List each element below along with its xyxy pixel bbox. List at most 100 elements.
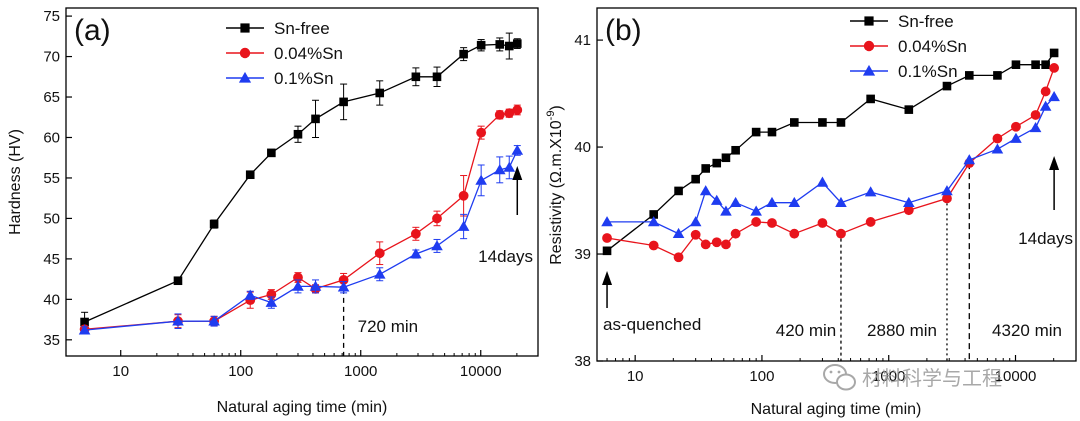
data-point — [751, 217, 762, 227]
legend-entry: 0.1%Sn — [850, 62, 958, 81]
data-point — [431, 240, 443, 251]
panel-b-legend: Sn-free 0.04%Sn 0.1%Sn — [850, 12, 967, 81]
legend-entry: 0.04%Sn — [850, 37, 967, 56]
data-point — [374, 248, 385, 259]
data-point — [700, 239, 711, 250]
x-tick-label: 10000 — [995, 368, 1037, 385]
panel-b-time-label: 420 min — [776, 321, 836, 340]
data-point — [503, 161, 516, 172]
legend-entry: Sn-free — [850, 12, 954, 31]
legend-marker — [864, 16, 874, 26]
data-point — [767, 127, 777, 137]
data-point — [1029, 122, 1042, 133]
series-0-1-sn — [78, 144, 524, 335]
data-point — [710, 194, 723, 205]
data-point — [647, 216, 660, 227]
panel-b-resistivity-chart: 10 100 1000 10000 38 39 40 41 420 min 2880 min 43… — [545, 7, 1077, 418]
panel-a-720min-label: 720 min — [358, 317, 418, 336]
panel-b-asquenched-label: as-quenched — [603, 315, 701, 334]
x-tick-label: 100 — [228, 363, 253, 380]
data-point — [817, 218, 828, 228]
x-tick-label: 10000 — [460, 363, 502, 380]
data-point — [1048, 90, 1060, 102]
data-point — [511, 144, 524, 155]
panel-a-y-axis-label: Hardness (HV) — [7, 129, 24, 235]
data-point — [903, 205, 914, 216]
data-point — [751, 127, 761, 137]
data-point — [1049, 63, 1060, 73]
wechat-icon — [823, 364, 856, 391]
data-point — [836, 228, 846, 239]
x-tick-label: 1000 — [344, 363, 377, 380]
data-point — [411, 72, 421, 82]
panel-b-time-label: 4320 min — [992, 321, 1062, 340]
panel-a-14days-label: 14days — [478, 247, 533, 266]
data-point — [459, 49, 468, 59]
data-point — [835, 196, 847, 208]
data-point — [720, 205, 732, 216]
data-point — [1039, 100, 1052, 111]
series-line — [606, 52, 1055, 252]
data-point — [432, 72, 442, 82]
series-0-1-sn — [601, 90, 1060, 239]
data-point — [1041, 60, 1050, 69]
series-0-04-sn — [79, 104, 523, 335]
panel-a-x-axis-label: Natural aging time (min) — [217, 399, 388, 416]
panel-b-14days-arrow — [1049, 156, 1060, 210]
legend-marker — [238, 71, 252, 83]
series-line — [606, 67, 1055, 259]
data-point — [1010, 132, 1022, 143]
data-point — [504, 41, 514, 51]
arrow-head — [1049, 156, 1060, 170]
data-point — [673, 252, 684, 263]
data-point — [457, 220, 470, 231]
y-tick-label: 41 — [574, 32, 591, 49]
data-point — [672, 227, 685, 239]
data-point — [475, 174, 487, 185]
data-point — [267, 148, 276, 158]
panel-a-legend: Sn-free 0.04%Sn 0.1%Sn — [226, 19, 343, 88]
arrow-head — [602, 271, 613, 285]
data-point — [337, 281, 350, 292]
data-point — [375, 88, 385, 98]
data-point — [309, 280, 322, 291]
y-tick-label: 45 — [43, 251, 60, 268]
data-point — [816, 176, 829, 187]
data-point — [244, 289, 257, 300]
data-point — [992, 133, 1003, 144]
series-sn-free — [602, 48, 1059, 256]
data-point — [1040, 86, 1051, 97]
legend-label: 0.1%Sn — [898, 62, 958, 81]
data-point — [208, 315, 220, 326]
x-tick-label: 10 — [112, 363, 129, 380]
data-point — [1030, 110, 1041, 120]
series-line — [84, 150, 518, 331]
data-point — [339, 97, 348, 107]
data-point — [1011, 121, 1021, 132]
data-point — [964, 71, 974, 80]
data-point — [711, 237, 722, 248]
panel-b-y-axis-label-main: Resistivity (Ω.m.X10 — [548, 120, 565, 265]
data-point — [476, 127, 487, 138]
panel-b-x-axis-label: Natural aging time (min) — [751, 401, 922, 418]
data-point — [766, 196, 778, 208]
legend-label: 0.1%Sn — [274, 69, 334, 88]
series-line — [607, 96, 1055, 235]
panel-a-label: (a) — [74, 14, 111, 47]
data-point — [790, 118, 799, 127]
watermark: 材料科学与工程 — [823, 364, 1002, 391]
data-point — [689, 216, 702, 227]
panel-a-series — [78, 32, 524, 335]
data-point — [836, 118, 846, 127]
data-point — [864, 186, 877, 197]
legend-label: 0.04%Sn — [898, 37, 967, 56]
legend-label: Sn-free — [898, 12, 954, 31]
data-point — [373, 268, 386, 279]
data-point — [818, 118, 827, 127]
panel-a-hardness-chart: 10 100 1000 10000 35 40 45 50 55 60 65 70 75 720 min… — [7, 7, 539, 416]
data-point — [245, 170, 255, 180]
data-point — [993, 71, 1002, 80]
legend-marker — [863, 40, 875, 52]
legend-entry: 0.1%Sn — [226, 69, 334, 88]
